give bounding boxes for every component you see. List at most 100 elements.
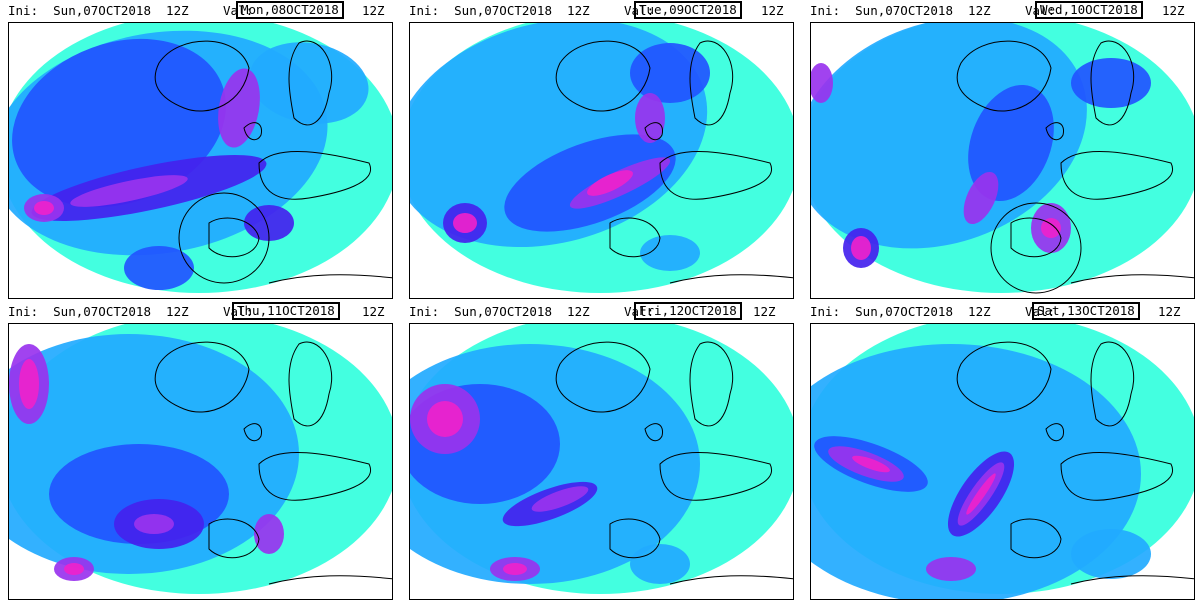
panel-header: Ini: Sun,07OCT2018 12Z Val: Tue,09OCT201… bbox=[401, 0, 802, 22]
coastline bbox=[659, 151, 773, 200]
valid-date-box: Wed,10OCT2018 bbox=[1035, 1, 1143, 19]
precip-area bbox=[134, 514, 174, 534]
precip-area bbox=[70, 175, 188, 207]
coastline bbox=[956, 341, 1052, 413]
coastline bbox=[1010, 217, 1062, 258]
precip-area bbox=[851, 236, 871, 260]
precip-map bbox=[409, 22, 794, 299]
valid-hour: 12Z bbox=[1158, 304, 1181, 319]
panel-header: Ini: Sun,07OCT2018 12Z Val: Fri,12OCT201… bbox=[401, 301, 802, 323]
precip-area bbox=[630, 43, 710, 103]
panel-header: Ini: Sun,07OCT2018 12Z Val: Sat,13OCT201… bbox=[802, 301, 1203, 323]
coastline bbox=[644, 122, 664, 141]
panel-header: Ini: Sun,07OCT2018 12Z Val: Wed,10OCT201… bbox=[802, 0, 1203, 22]
valid-date: Wed,10OCT2018 bbox=[1040, 2, 1138, 17]
valid-hour: 12Z bbox=[753, 304, 776, 319]
precip-area bbox=[124, 246, 194, 290]
coastline bbox=[1045, 122, 1065, 141]
valid-date-box: Mon,08OCT2018 bbox=[236, 1, 344, 19]
forecast-panel-wed: Ini: Sun,07OCT2018 12Z Val: Wed,10OCT201… bbox=[802, 0, 1203, 301]
coastline bbox=[288, 341, 333, 427]
init-time-label: Ini: Sun,07OCT2018 12Z bbox=[810, 304, 991, 319]
panel-header: Ini: Sun,07OCT2018 12Z Val: Mon,08OCT201… bbox=[0, 0, 401, 22]
precip-area bbox=[19, 359, 39, 409]
precip-area bbox=[635, 93, 665, 143]
coastline bbox=[1090, 341, 1135, 427]
coastline bbox=[243, 423, 263, 442]
coastline bbox=[555, 341, 651, 413]
coastline bbox=[154, 40, 250, 112]
precip-map bbox=[8, 22, 393, 299]
valid-label: Val: bbox=[223, 3, 254, 18]
forecast-panel-fri: Ini: Sun,07OCT2018 12Z Val: Fri,12OCT201… bbox=[401, 301, 802, 602]
precip-area bbox=[1071, 529, 1151, 579]
forecast-panel-sat: Ini: Sun,07OCT2018 12Z Val: Sat,13OCT201… bbox=[802, 301, 1203, 602]
valid-label: Val: bbox=[624, 3, 655, 18]
init-time-label: Ini: Sun,07OCT2018 12Z bbox=[8, 3, 189, 18]
coastline bbox=[154, 341, 250, 413]
precip-area bbox=[966, 473, 996, 515]
forecast-panel-thu: Ini: Sun,07OCT2018 12Z Val: Thu,11OCT201… bbox=[0, 301, 401, 602]
precip-area bbox=[453, 213, 477, 233]
coastline bbox=[609, 217, 661, 258]
coastline bbox=[669, 274, 793, 284]
coastline bbox=[268, 274, 392, 284]
coastline bbox=[1070, 575, 1194, 585]
precip-area bbox=[64, 563, 84, 575]
valid-hour: 12Z bbox=[362, 304, 385, 319]
precip-area bbox=[963, 171, 999, 225]
precip-area bbox=[852, 455, 890, 473]
coastline bbox=[689, 341, 734, 427]
coastline bbox=[689, 40, 734, 126]
coastline bbox=[659, 452, 773, 501]
precip-area bbox=[504, 134, 676, 232]
precip-area bbox=[531, 486, 589, 512]
valid-hour: 12Z bbox=[761, 3, 784, 18]
init-time-label: Ini: Sun,07OCT2018 12Z bbox=[409, 304, 590, 319]
coastline bbox=[208, 217, 260, 258]
valid-label: Val: bbox=[223, 304, 254, 319]
coastline bbox=[258, 151, 372, 200]
valid-date-box: Sat,13OCT2018 bbox=[1032, 302, 1140, 320]
precip-area bbox=[218, 68, 260, 148]
coastline bbox=[644, 423, 664, 442]
valid-date-box: Fri,12OCT2018 bbox=[634, 302, 742, 320]
valid-hour: 12Z bbox=[1162, 3, 1185, 18]
init-time-label: Ini: Sun,07OCT2018 12Z bbox=[409, 3, 590, 18]
precip-area bbox=[427, 401, 463, 437]
coastline bbox=[208, 518, 260, 559]
coastline bbox=[1090, 40, 1135, 126]
coastline bbox=[268, 575, 392, 585]
precip-area bbox=[630, 544, 690, 584]
precip-map bbox=[409, 323, 794, 600]
valid-date: Thu,11OCT2018 bbox=[237, 303, 335, 318]
valid-hour: 12Z bbox=[362, 3, 385, 18]
precip-area bbox=[503, 563, 527, 575]
coastline bbox=[1060, 452, 1174, 501]
valid-label: Val: bbox=[1025, 3, 1056, 18]
precip-area bbox=[1041, 218, 1061, 238]
precip-area bbox=[34, 201, 54, 215]
valid-date: Sat,13OCT2018 bbox=[1037, 303, 1135, 318]
low-pressure-circle bbox=[178, 192, 270, 284]
coastline bbox=[1070, 274, 1194, 284]
init-time-label: Ini: Sun,07OCT2018 12Z bbox=[8, 304, 189, 319]
coastline bbox=[1060, 151, 1174, 200]
precip-area bbox=[254, 514, 284, 554]
precip-map bbox=[810, 323, 1195, 600]
coastline bbox=[1010, 518, 1062, 559]
forecast-panel-tue: Ini: Sun,07OCT2018 12Z Val: Tue,09OCT201… bbox=[401, 0, 802, 301]
coastline bbox=[669, 575, 793, 585]
precip-area bbox=[811, 63, 833, 103]
precip-area bbox=[587, 170, 633, 196]
precip-map bbox=[8, 323, 393, 600]
panel-header: Ini: Sun,07OCT2018 12Z Val: Thu,11OCT201… bbox=[0, 301, 401, 323]
precip-area bbox=[1071, 58, 1151, 108]
precip-map bbox=[810, 22, 1195, 299]
valid-date: Fri,12OCT2018 bbox=[639, 303, 737, 318]
coastline bbox=[1045, 423, 1065, 442]
coastline bbox=[288, 40, 333, 126]
coastline bbox=[956, 40, 1052, 112]
forecast-panel-mon: Ini: Sun,07OCT2018 12Z Val: Mon,08OCT201… bbox=[0, 0, 401, 301]
valid-date: Mon,08OCT2018 bbox=[241, 2, 339, 17]
